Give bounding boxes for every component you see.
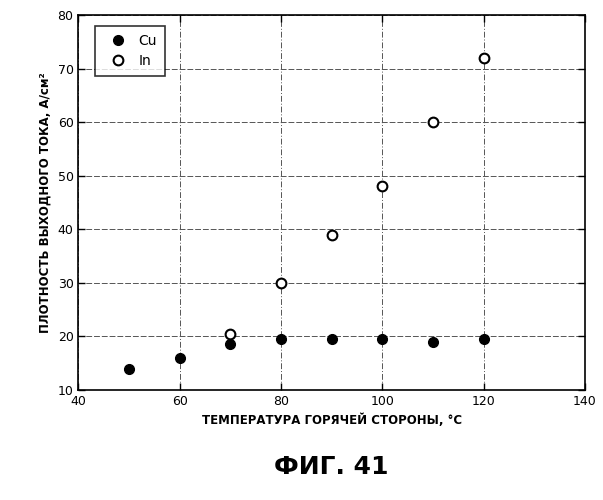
Y-axis label: ПЛОТНОСТЬ ВЫХОДНОГО ТОКА, А/см²: ПЛОТНОСТЬ ВЫХОДНОГО ТОКА, А/см²	[39, 72, 52, 333]
X-axis label: ТЕМПЕРАТУРА ГОРЯЧЕЙ СТОРОНЫ, °С: ТЕМПЕРАТУРА ГОРЯЧЕЙ СТОРОНЫ, °С	[201, 414, 462, 427]
Legend: Cu, In: Cu, In	[95, 26, 165, 76]
Text: ФИГ. 41: ФИГ. 41	[274, 456, 389, 479]
